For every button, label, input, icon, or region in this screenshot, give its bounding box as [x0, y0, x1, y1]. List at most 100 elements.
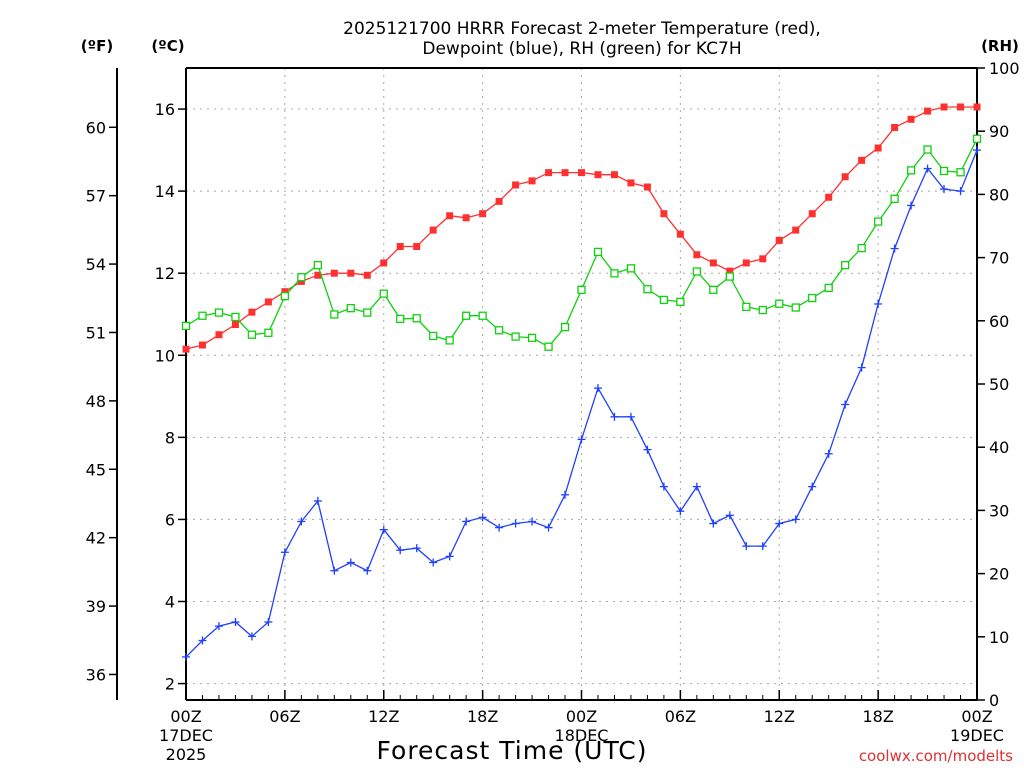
temperature-point — [182, 345, 190, 353]
temperature-point — [660, 210, 668, 218]
series-dewpoint — [182, 146, 981, 661]
dewpoint-point — [198, 636, 207, 645]
temperature-point — [792, 226, 800, 234]
temperature-point — [198, 341, 206, 349]
dewpoint-point — [775, 519, 784, 528]
rh-point — [742, 302, 751, 312]
x-tick-label: 00Z — [170, 707, 201, 726]
rh-point — [396, 314, 405, 324]
temperature-point — [973, 103, 981, 111]
rh-point — [890, 194, 899, 203]
temperature-point — [281, 288, 289, 296]
axes — [109, 67, 985, 701]
fahrenheit-tick-label: 45 — [86, 460, 106, 479]
rh-point — [544, 342, 553, 351]
dewpoint-point — [396, 546, 405, 555]
temperature-point — [330, 269, 338, 277]
celsius-tick-label: 6 — [165, 510, 175, 529]
dewpoint-point — [511, 519, 520, 528]
temperature-point — [297, 277, 305, 285]
temperature-point — [264, 298, 272, 306]
rh-point — [923, 145, 932, 154]
rh-point — [560, 322, 570, 332]
temperature-point — [874, 144, 882, 152]
temperature-point — [594, 171, 602, 179]
dewpoint-point — [676, 507, 685, 516]
dewpoint-point — [445, 552, 454, 561]
rh-tick-label: 50 — [989, 375, 1009, 394]
temperature-point — [545, 169, 553, 177]
rh-point — [511, 332, 520, 341]
x-tick-date: 17DEC — [159, 726, 213, 745]
x-tick-label: 06Z — [269, 707, 300, 726]
rh-point — [429, 331, 438, 341]
temperature-point — [495, 197, 503, 205]
temperature-line — [185, 106, 977, 350]
rh-point — [445, 336, 454, 345]
rh-point — [181, 321, 191, 331]
dewpoint-point — [231, 618, 240, 627]
dewpoint-point — [758, 542, 767, 551]
dewpoint-point — [280, 548, 289, 557]
rh-point — [725, 272, 734, 281]
rh-tick-label: 30 — [989, 501, 1009, 520]
dewpoint-point — [577, 435, 586, 444]
dewpoint-point — [824, 449, 833, 458]
rh-point — [330, 310, 339, 319]
dewpoint-point — [495, 523, 504, 532]
rh-point — [709, 285, 718, 294]
dewpoint-point — [330, 566, 339, 575]
rh-point — [791, 303, 800, 312]
rh-point — [527, 333, 537, 343]
temperature-point — [479, 210, 487, 218]
temperature-point — [429, 226, 437, 234]
rh-point — [972, 134, 982, 143]
rh-point — [659, 295, 669, 305]
rh-point — [692, 267, 702, 276]
temperature-point — [231, 320, 239, 328]
rh-point — [247, 330, 257, 339]
x-tick-label: 12Z — [764, 707, 795, 726]
temperature-point — [528, 177, 536, 185]
celsius-tick-label: 4 — [165, 593, 175, 612]
x-tick-year: 2025 — [166, 745, 207, 764]
temperature-point — [627, 179, 635, 187]
x-tick-date: 18DEC — [555, 726, 609, 745]
temperature-point — [248, 308, 256, 316]
temperature-point — [561, 169, 569, 177]
fahrenheit-tick-label: 36 — [86, 665, 106, 684]
chart-title-line2: Dewpoint (blue), RH (green) for KC7H — [422, 39, 741, 59]
fahrenheit-axis-unit: (ºF) — [81, 37, 113, 55]
series-layer — [181, 103, 982, 661]
temperature-point — [693, 251, 701, 259]
rh-point — [494, 326, 504, 335]
rh-point — [478, 311, 487, 320]
dewpoint-point — [709, 519, 718, 528]
temperature-point — [808, 210, 816, 218]
dewpoint-point — [346, 558, 355, 567]
rh-point — [280, 292, 290, 301]
dewpoint-point — [412, 544, 421, 553]
dewpoint-point — [610, 412, 619, 421]
x-axis-label: Forecast Time (UTC) — [377, 736, 648, 765]
fahrenheit-tick-label: 39 — [86, 597, 106, 616]
dewpoint-point — [247, 632, 256, 641]
temperature-point — [940, 103, 948, 111]
rh-axis-unit: (RH) — [981, 37, 1019, 55]
x-tick-label: 00Z — [566, 707, 597, 726]
temperature-point — [742, 259, 750, 267]
rh-tick-label: 90 — [989, 122, 1009, 141]
rh-point — [808, 293, 817, 303]
rh-point — [775, 299, 784, 308]
temperature-point — [907, 115, 915, 123]
dewpoint-point — [363, 566, 372, 575]
rh-point — [577, 285, 586, 294]
celsius-tick-label: 8 — [165, 428, 175, 447]
temperature-point — [643, 183, 651, 191]
temperature-point — [726, 267, 734, 275]
rh-tick-label: 70 — [989, 249, 1009, 268]
dewpoint-point — [544, 523, 553, 532]
rh-point — [363, 308, 372, 317]
dewpoint-point — [923, 164, 932, 173]
rh-point — [824, 283, 833, 293]
